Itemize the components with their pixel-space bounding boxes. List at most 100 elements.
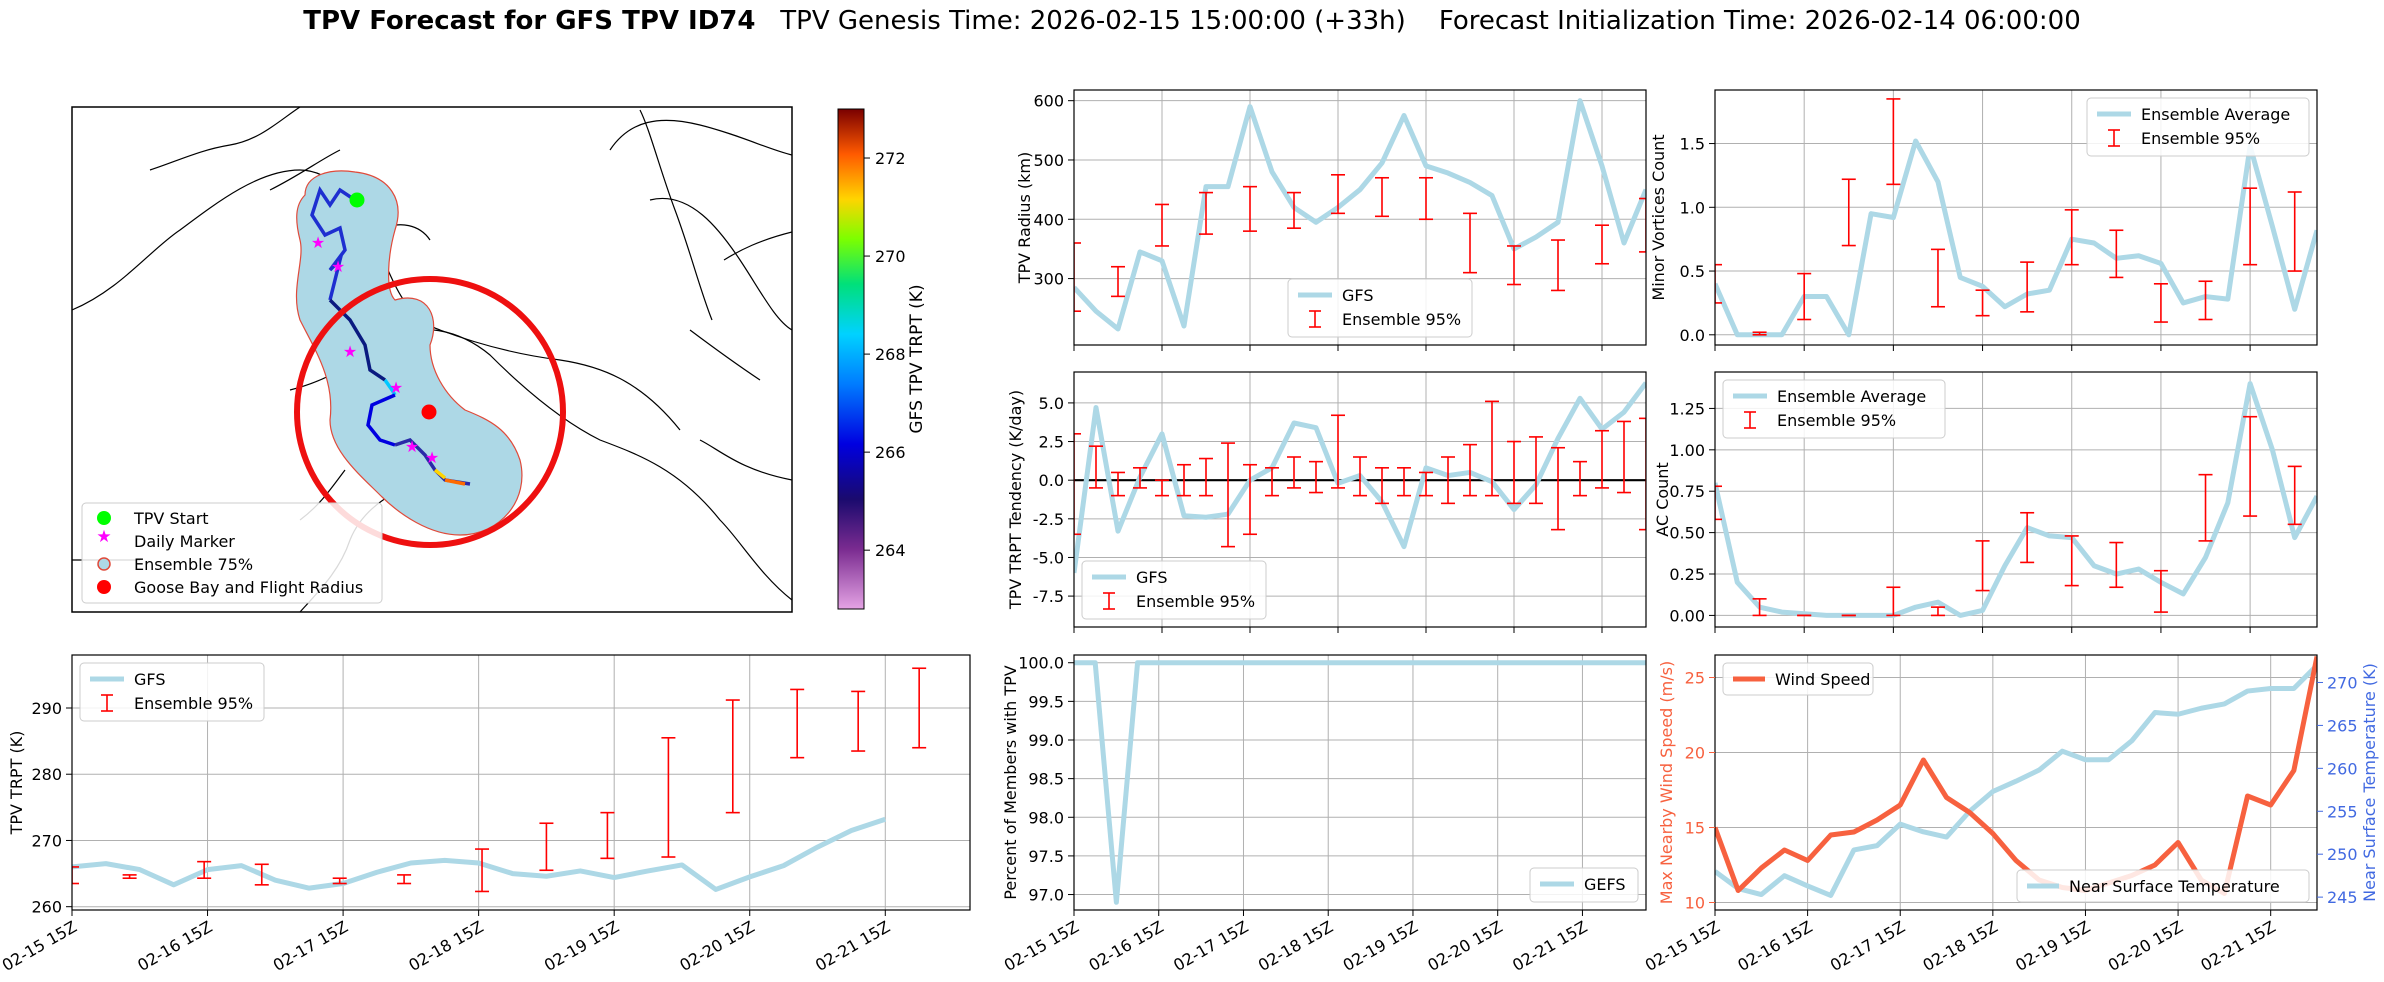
y-tick-label: 99.0: [1028, 731, 1064, 750]
plot-content: [1715, 381, 2317, 618]
y-tick-label: 25: [1685, 669, 1705, 688]
legend-box: [1287, 278, 1473, 338]
figure-title: TPV Forecast for GFS TPV ID74 TPV Genesi…: [0, 6, 2384, 36]
x-tick-label: 02-15 15Z: [1642, 917, 1723, 975]
y-tick-label: 270: [31, 831, 62, 850]
y-axis-label: TPV TRPT Tendency (K/day): [1006, 390, 1025, 610]
x-ticks: 02-15 15Z 02-16 15Z 02-17 15Z 02-18 15Z 02-1…: [1001, 910, 1590, 975]
x-tick-label: 02-20 15Z: [1424, 917, 1505, 975]
chart-trpt: 260 270 280 290 TPV TRPT (K) 02-15 15Z 02-16 1…: [0, 654, 971, 975]
x-tick-label: 02-18 15Z: [405, 917, 486, 975]
colorbar: 264 266 268 270 272 GFS TPV TRPT (K): [837, 108, 927, 610]
map-legend: ★ TPV Start Daily Marker Ensemble 75% Go…: [81, 502, 383, 604]
title-init: Forecast Initialization Time: 2026-02-14…: [1438, 6, 2081, 36]
y-tick-label: 280: [31, 765, 62, 784]
chart-minor: 0.0 0.5 1.0 1.5 Minor Vortices Count Ensemble…: [1649, 89, 2318, 351]
x-ticks: 02-15 15Z 02-16 15Z 02-17 15Z 02-18 15Z 02-1…: [0, 910, 893, 975]
y-tick-label: 0.0: [1039, 471, 1064, 490]
legend-star-icon: ★: [96, 527, 111, 547]
colorbar-ticks: 264 266 268 270 272: [864, 149, 906, 560]
y-tick-label: 5.0: [1039, 394, 1064, 413]
svg-text:★: ★: [405, 437, 419, 456]
y2-tick-label: 255: [2327, 802, 2358, 821]
y-ticks: 0.0 0.5 1.0 1.5: [1680, 135, 1715, 345]
plot-frame: [1073, 371, 1647, 628]
y-axis-label: Minor Vortices Count: [1649, 134, 1668, 300]
legend-label: GFS: [134, 670, 165, 689]
plot-frame: [1073, 89, 1647, 346]
x-ticks: [1073, 345, 1603, 351]
y-tick-label: 290: [31, 699, 62, 718]
colorbar-tick-label: 272: [875, 149, 906, 168]
legend-label: GFS: [1342, 286, 1373, 305]
x-tick-label: 02-19 15Z: [1340, 917, 1421, 975]
x-ticks: [1714, 627, 2251, 633]
ensemble-95-bars: [1715, 415, 2302, 617]
chart-tend: -7.5 -5.0 -2.5 0.0 2.5 5.0 TPV TRPT Tendency (…: [1006, 371, 1647, 633]
y-tick-label: 1.0: [1680, 198, 1705, 217]
goose-bay-marker: [421, 404, 437, 420]
x-tick-label: 02-17 15Z: [270, 917, 351, 975]
colorbar-tick-label: 268: [875, 345, 906, 364]
legend: Wind Speed Near Surface Temperature: [1722, 662, 2310, 903]
svg-text:★: ★: [425, 448, 439, 467]
legend-ensemble-75: Ensemble 75%: [134, 555, 253, 574]
y-tick-label: 0.75: [1669, 482, 1705, 501]
x-tick-label: 02-18 15Z: [1255, 917, 1336, 975]
y-tick-label: 0.5: [1680, 262, 1705, 281]
svg-text:★: ★: [331, 257, 345, 276]
y-tick-label: 0.50: [1669, 524, 1705, 543]
x-tick-label: 02-16 15Z: [1085, 917, 1166, 975]
legend-tpv-start-icon: [97, 511, 111, 525]
y-tick-label: 98.0: [1028, 808, 1064, 827]
y-tick-label: 99.5: [1028, 692, 1064, 711]
x-tick-label: 02-15 15Z: [0, 917, 80, 975]
legend-temp-label: Near Surface Temperature: [2069, 877, 2280, 896]
x-tick-label: 02-19 15Z: [2012, 917, 2093, 975]
gfs-line: [72, 816, 887, 892]
y2-tick-label: 260: [2327, 759, 2358, 778]
legend: GEFS: [1529, 867, 1639, 903]
y-tick-label: -7.5: [1033, 587, 1064, 606]
ensemble-95-bars: [1074, 174, 1646, 312]
legend: Ensemble Average Ensemble 95%: [1722, 379, 1946, 439]
x-tick-label: 02-15 15Z: [1001, 917, 1082, 975]
charts: 300 400 500 600 TPV Radius (km) GFS Ensemble 9…: [0, 89, 2379, 975]
y-tick-label: 500: [1033, 151, 1064, 170]
gfs-line: [1074, 98, 1646, 332]
ensemble-95-bars: [1074, 400, 1646, 548]
legend-wind-label: Wind Speed: [1775, 670, 1870, 689]
y2-tick-label: 265: [2327, 716, 2358, 735]
legend-label: GFS: [1136, 568, 1167, 587]
ensemble-average-line: [1715, 381, 2317, 618]
y-tick-label: 1.5: [1680, 135, 1705, 154]
x-tick-label: 02-20 15Z: [676, 917, 757, 975]
x-tick-label: 02-20 15Z: [2105, 917, 2186, 975]
x-tick-label: 02-16 15Z: [134, 917, 215, 975]
y-tick-label: 400: [1033, 210, 1064, 229]
y-tick-label: 300: [1033, 270, 1064, 289]
y-ticks: 0.00 0.25 0.50 0.75 1.00 1.25: [1669, 399, 1715, 625]
legend-label: Ensemble 95%: [1777, 411, 1896, 430]
legend-ensemble-icon: [97, 557, 111, 571]
x-tick-label: 02-21 15Z: [2197, 917, 2278, 975]
y-axis-label: TPV Radius (km): [1015, 152, 1034, 285]
legend-box: [1722, 379, 1946, 439]
y-tick-label: 0.00: [1669, 606, 1705, 625]
y-tick-label: 15: [1685, 819, 1705, 838]
legend-daily-marker: Daily Marker: [134, 532, 235, 551]
ensemble-average-line: [1715, 138, 2317, 338]
y-axis-label: Max Nearby Wind Speed (m/s): [1657, 661, 1676, 904]
x-tick-label: 02-21 15Z: [1509, 917, 1590, 975]
colorbar-tick-label: 264: [875, 541, 906, 560]
y-ticks: 300 400 500 600: [1033, 92, 1074, 289]
legend: GFS Ensemble 95%: [1081, 560, 1267, 620]
plot-content: [1074, 660, 1646, 905]
y-tick-label: 1.25: [1669, 399, 1705, 418]
y-tick-label: 0.0: [1680, 326, 1705, 345]
y-tick-label: 1.00: [1669, 441, 1705, 460]
gefs-line: [1074, 660, 1646, 905]
y-ticks: 97.0 97.5 98.0 98.5 99.0 99.5 100.0: [1018, 654, 1074, 905]
